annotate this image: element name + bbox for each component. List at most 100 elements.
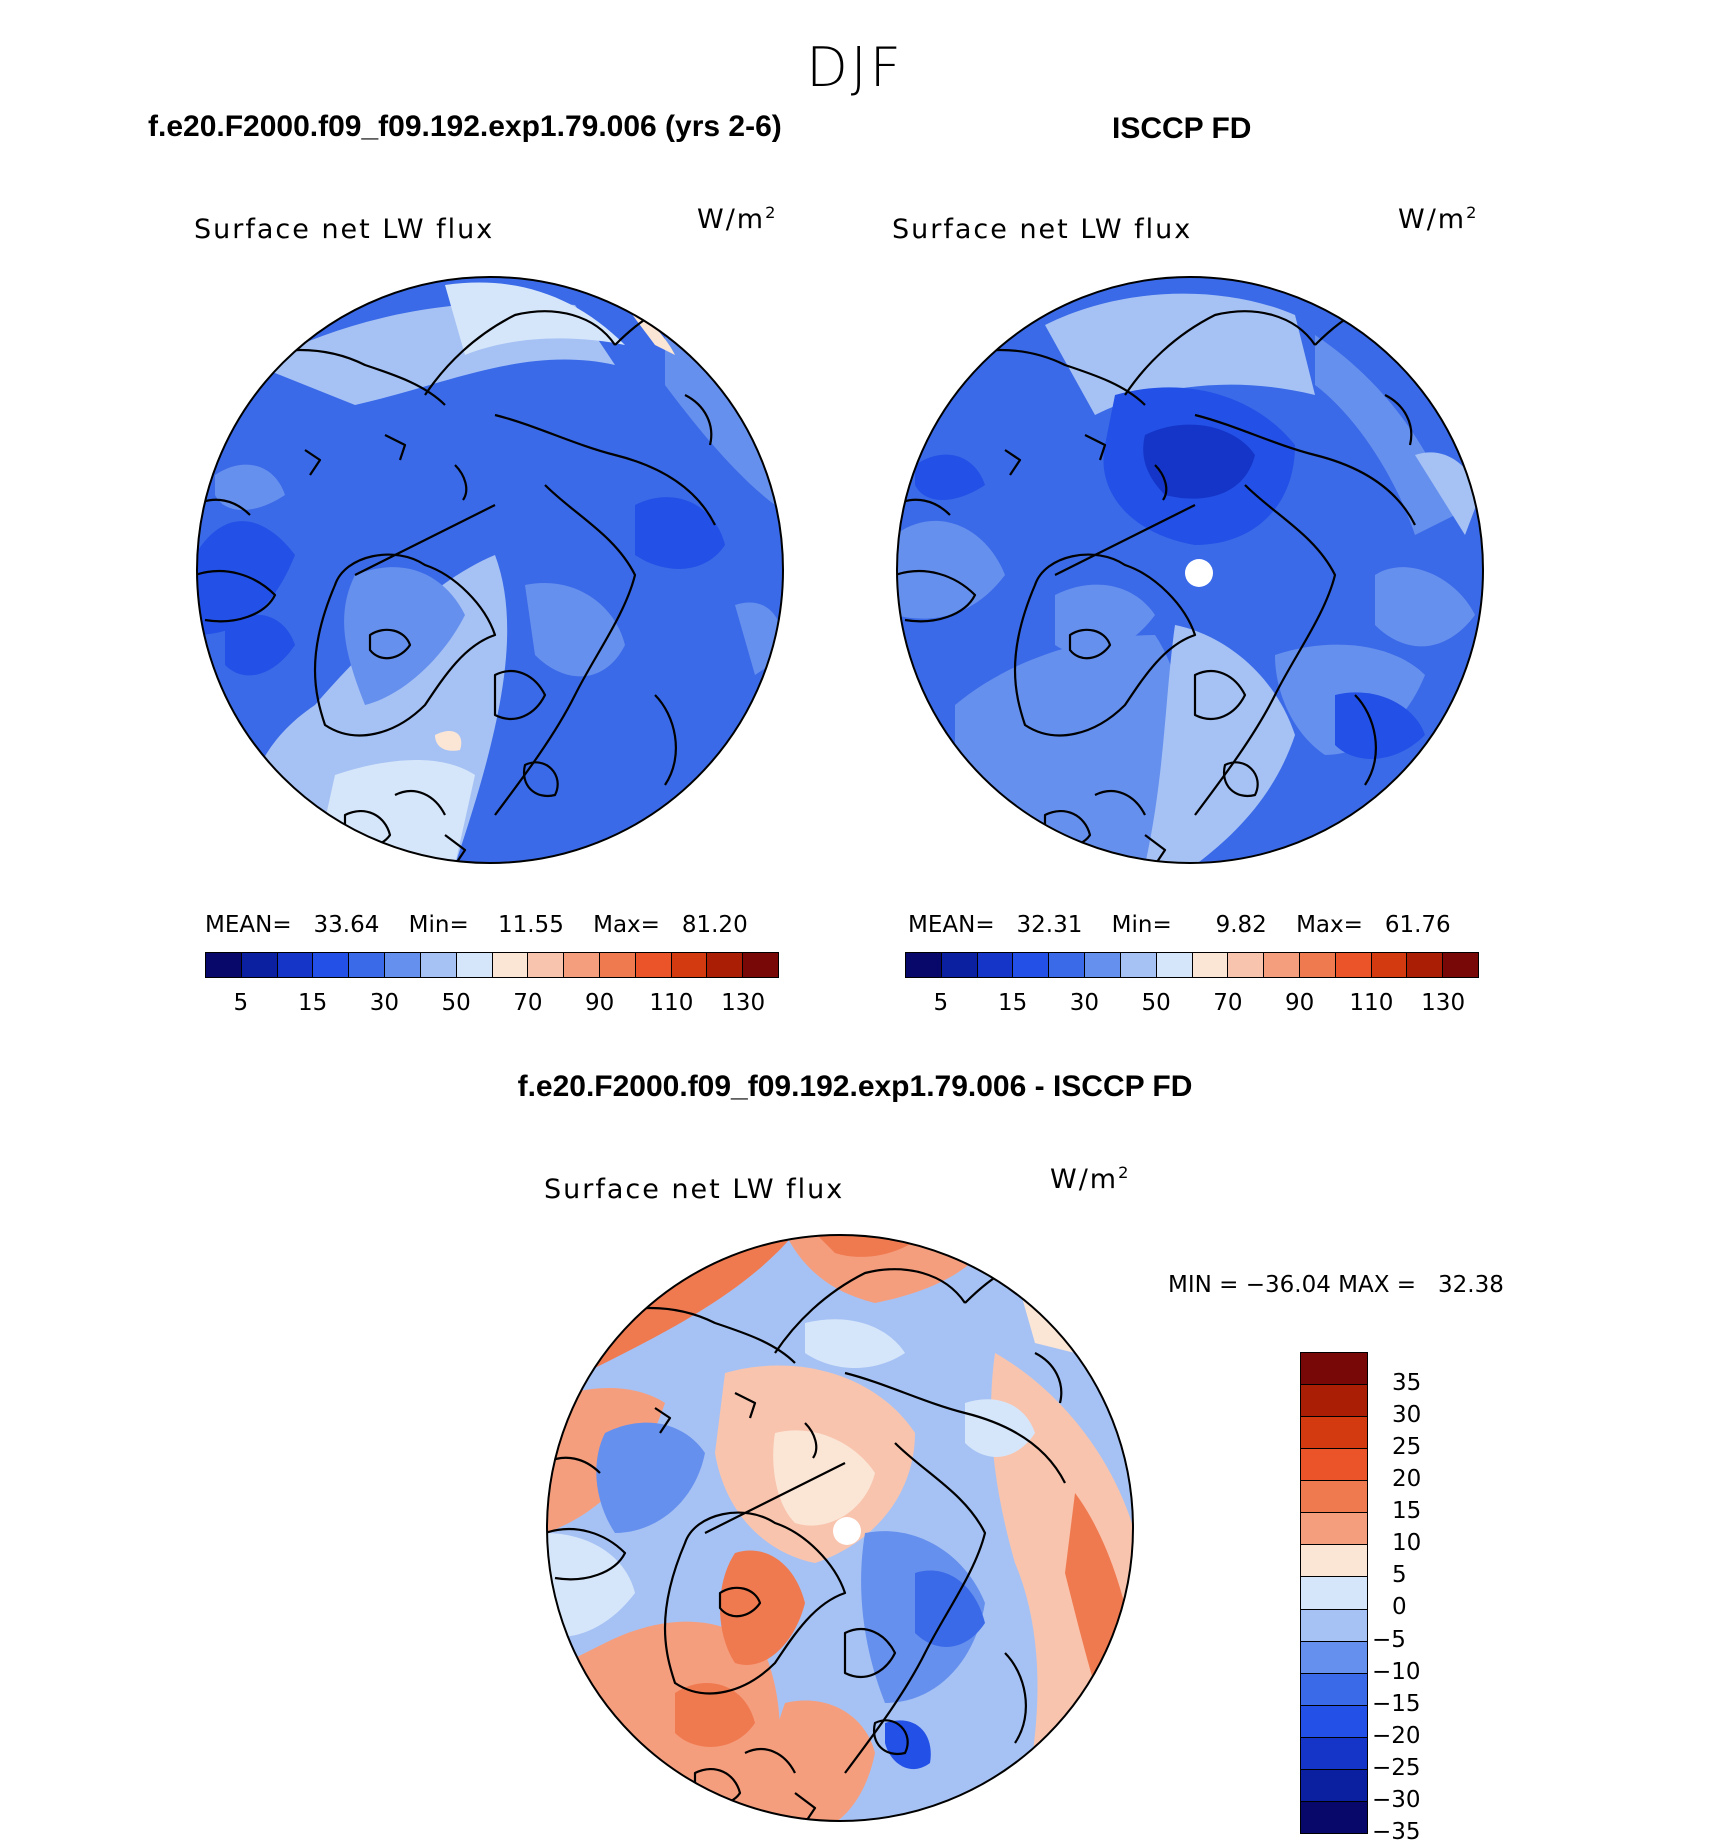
colorbar-swatch [1301,1481,1367,1514]
panel1-colorbar-ticks: 5 15 30 50 70 90 110 130 [205,990,779,1020]
colorbar-tick-label: −30 [1372,1787,1421,1814]
colorbar-swatch [1371,953,1408,977]
colorbar-tick-label: −5 [1372,1626,1406,1653]
colorbar-tick-label: 15 [297,990,328,1016]
colorbar-swatch [1301,1673,1367,1706]
colorbar-swatch [599,953,636,977]
colorbar-swatch [635,953,672,977]
colorbar-swatch [1301,1737,1367,1770]
colorbar-swatch [977,953,1014,977]
colorbar-swatch [743,953,778,977]
colorbar-swatch [1301,1705,1367,1738]
panel3-units: W/m2 [1050,1163,1131,1195]
panel2-field-label: Surface net LW flux [892,214,1193,245]
colorbar-swatch [1156,953,1193,977]
colorbar-swatch [528,953,565,977]
colorbar-tick-label: 50 [1141,990,1171,1016]
page-title: DJF [806,36,904,99]
colorbar-swatch [1299,953,1336,977]
colorbar-tick-label: 90 [584,990,615,1016]
colorbar-swatch [241,953,278,977]
panel3-colorbar [1300,1352,1368,1834]
colorbar-tick-label: −15 [1372,1690,1421,1717]
colorbar-swatch [1407,953,1444,977]
colorbar-tick-label: 90 [1284,990,1315,1016]
panel3-colorbar-ticks: 35 30 25 20 15 10 5 0 −5 −10 −15 −20 −25 −30 −35 [1372,1352,1498,1845]
colorbar-swatch [1301,1609,1367,1642]
colorbar-tick-label: 25 [1392,1433,1422,1460]
colorbar-swatch [206,953,242,977]
colorbar-tick-label: 5 [233,990,249,1016]
panel1-stats: MEAN= 33.64 Min= 11.55 Max= 81.20 [205,912,748,938]
panel3-field-label: Surface net LW flux [544,1174,845,1205]
colorbar-tick-label: −25 [1372,1755,1421,1782]
panel2-polar-map [896,276,1484,864]
colorbar-swatch [1335,953,1372,977]
colorbar-swatch [1301,1449,1367,1482]
colorbar-swatch [941,953,978,977]
colorbar-swatch [456,953,493,977]
colorbar-tick-label: −35 [1372,1819,1421,1845]
colorbar-swatch [1443,953,1478,977]
colorbar-swatch [1301,1769,1367,1802]
colorbar-swatch [671,953,708,977]
panel1-colorbar [205,952,779,978]
colorbar-tick-label: 30 [369,990,400,1016]
colorbar-swatch [707,953,744,977]
colorbar-tick-label: 35 [1392,1369,1422,1396]
colorbar-swatch [492,953,529,977]
colorbar-swatch [1192,953,1229,977]
colorbar-tick-label: 30 [1392,1401,1422,1428]
panel2-stats: MEAN= 32.31 Min= 9.82 Max= 61.76 [908,912,1451,938]
colorbar-swatch [1301,1353,1367,1386]
colorbar-swatch [564,953,600,977]
colorbar-swatch [906,953,942,977]
colorbar-tick-label: −10 [1372,1658,1421,1685]
panel2-units: W/m2 [1398,203,1479,235]
panel2-case-title: ISCCP FD [1112,112,1252,145]
colorbar-tick-label: 30 [1069,990,1100,1016]
colorbar-tick-label: 70 [513,990,543,1016]
colorbar-tick-label: 5 [933,990,949,1016]
colorbar-swatch [313,953,350,977]
panel3-polar-map [546,1234,1134,1822]
colorbar-swatch [1264,953,1300,977]
colorbar-tick-label: 10 [1392,1530,1422,1557]
panel3-stats: MIN = −36.04 MAX = 32.38 [1168,1272,1504,1298]
colorbar-tick-label: 130 [1421,990,1466,1016]
colorbar-swatch [277,953,314,977]
panel3-case-title: f.e20.F2000.f09_f09.192.exp1.79.006 - IS… [517,1070,1193,1103]
colorbar-swatch [385,953,421,977]
colorbar-swatch [1085,953,1121,977]
colorbar-tick-label: 0 [1392,1594,1407,1621]
colorbar-tick-label: 5 [1392,1562,1407,1589]
colorbar-tick-label: −20 [1372,1722,1421,1749]
colorbar-swatch [1301,1641,1367,1674]
colorbar-tick-label: 110 [1349,990,1394,1016]
panel2-colorbar [905,952,1479,978]
colorbar-swatch [420,953,457,977]
panel1-units: W/m2 [697,203,778,235]
colorbar-tick-label: 130 [721,990,766,1016]
colorbar-swatch [1013,953,1050,977]
colorbar-tick-label: 20 [1392,1465,1422,1492]
panel1-case-title: f.e20.F2000.f09_f09.192.exp1.79.006 (yrs… [148,110,782,143]
colorbar-tick-label: 15 [997,990,1028,1016]
colorbar-swatch [1301,1417,1367,1450]
panel1-polar-map [196,276,784,864]
colorbar-swatch [1301,1545,1367,1578]
colorbar-swatch [349,953,386,977]
colorbar-swatch [1228,953,1265,977]
colorbar-swatch [1301,1513,1367,1546]
colorbar-tick-label: 50 [441,990,471,1016]
colorbar-swatch [1120,953,1157,977]
colorbar-swatch [1301,1577,1367,1610]
colorbar-swatch [1301,1801,1367,1833]
colorbar-swatch [1049,953,1086,977]
colorbar-swatch [1301,1385,1367,1418]
panel2-colorbar-ticks: 5 15 30 50 70 90 110 130 [905,990,1479,1020]
colorbar-tick-label: 110 [649,990,694,1016]
colorbar-tick-label: 70 [1213,990,1243,1016]
panel1-field-label: Surface net LW flux [194,214,495,245]
colorbar-tick-label: 15 [1392,1498,1422,1525]
